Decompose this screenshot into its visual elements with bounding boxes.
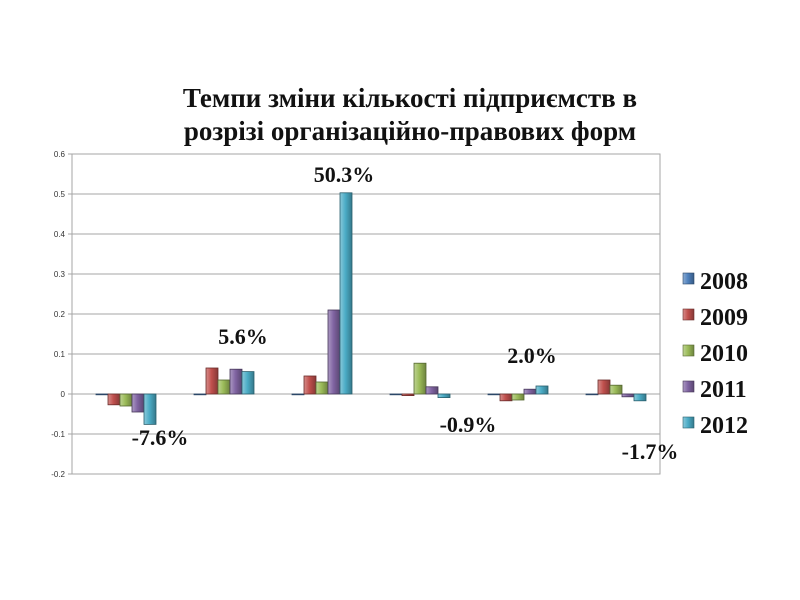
bar — [95, 393, 109, 396]
data-label: 2.0% — [507, 343, 557, 368]
bar — [205, 367, 219, 395]
legend-label: 2010 — [700, 341, 748, 367]
y-tick-label: 0.4 — [54, 230, 66, 239]
bar — [143, 393, 157, 425]
bar — [633, 393, 647, 402]
legend-swatch — [682, 308, 695, 321]
data-label: 50.3% — [314, 162, 375, 187]
chart-title-line-1: Темпи зміни кількості підприємств в — [182, 83, 638, 113]
y-tick-label: 0.3 — [54, 270, 66, 279]
legend-swatch — [682, 344, 695, 357]
bar — [425, 386, 439, 395]
bar — [609, 384, 623, 395]
bar — [511, 393, 525, 401]
legend-swatch — [682, 272, 695, 285]
bar — [327, 309, 341, 395]
y-tick-label: 0.6 — [54, 150, 66, 159]
bar — [437, 393, 451, 398]
bar — [621, 393, 635, 398]
bar — [315, 381, 329, 395]
chart-title-line-2: розрізі організаційно-правових форм — [183, 116, 637, 146]
bar — [229, 368, 243, 395]
legend-label: 2011 — [700, 377, 747, 403]
data-label: -7.6% — [132, 425, 189, 450]
bar — [597, 379, 611, 395]
bar — [131, 393, 145, 413]
bar — [119, 393, 133, 407]
data-label: -0.9% — [440, 412, 497, 437]
data-label: -1.7% — [622, 439, 679, 464]
bar — [413, 362, 427, 395]
bar — [389, 393, 403, 396]
legend-swatch — [682, 380, 695, 393]
y-tick-label: 0.2 — [54, 310, 66, 319]
y-tick-label: 0.1 — [54, 350, 66, 359]
bar — [585, 393, 599, 396]
chart-title: Темпи зміни кількості підприємств в розр… — [100, 82, 720, 148]
y-tick-label: 0.5 — [54, 190, 66, 199]
bar — [291, 393, 305, 396]
bar — [107, 393, 121, 406]
legend-swatch — [682, 416, 695, 429]
bar — [217, 379, 231, 395]
bar — [303, 375, 317, 395]
bar — [535, 385, 549, 395]
y-tick-label: -0.2 — [51, 470, 65, 479]
y-tick-label: -0.1 — [51, 430, 65, 439]
y-tick-label: 0 — [61, 390, 66, 399]
legend-label: 2008 — [700, 269, 748, 295]
legend-label: 2009 — [700, 305, 748, 331]
data-label: 5.6% — [218, 324, 268, 349]
legend-label: 2012 — [700, 413, 748, 439]
bar — [487, 393, 501, 396]
bar — [499, 393, 513, 402]
bar — [523, 388, 537, 395]
bar — [193, 393, 207, 396]
bar — [241, 371, 255, 395]
bar — [339, 192, 353, 395]
bar — [401, 393, 415, 397]
